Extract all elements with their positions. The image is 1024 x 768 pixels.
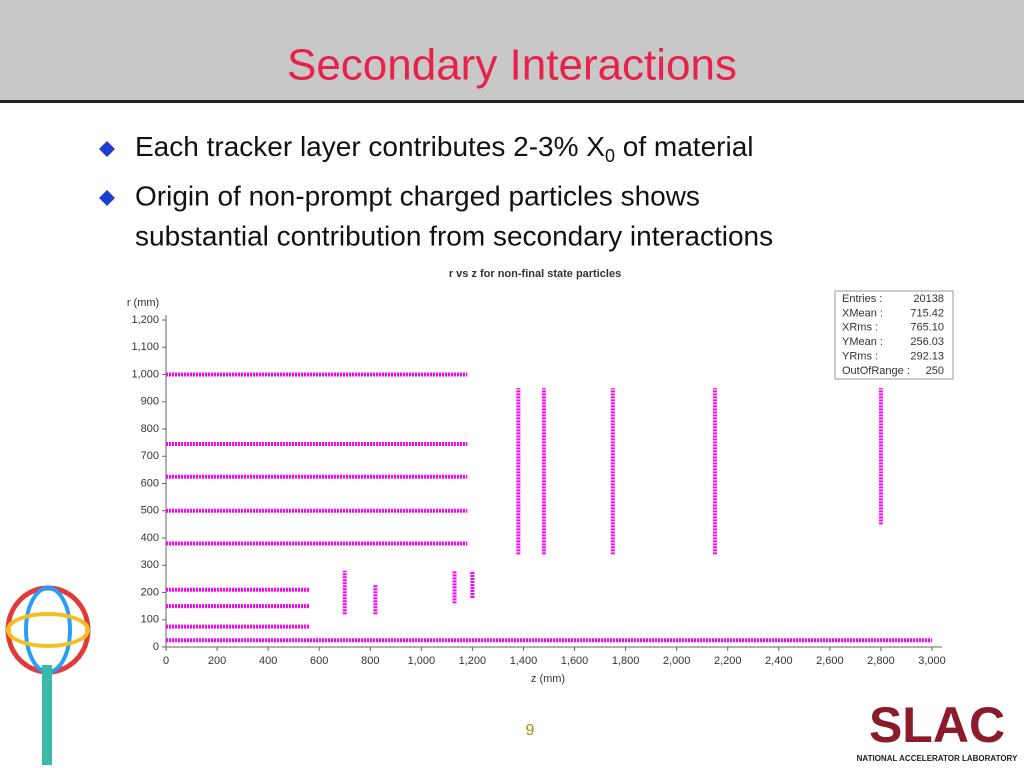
stat-name: YRms : bbox=[842, 351, 878, 363]
bullet: Origin of non-prompt charged particles s… bbox=[135, 180, 700, 211]
bullet: Each tracker layer contributes 2-3% X0 o… bbox=[135, 131, 754, 165]
y-tick-label: 100 bbox=[141, 614, 159, 626]
y-tick-label: 900 bbox=[141, 396, 159, 408]
y-tick-label: 0 bbox=[153, 641, 159, 653]
x-tick-label: 1,800 bbox=[612, 655, 640, 667]
y-tick-label: 1,100 bbox=[131, 341, 159, 353]
bullet: substantial contribution from secondary … bbox=[135, 220, 773, 251]
stat-value: 256.03 bbox=[910, 336, 944, 348]
stat-name: XMean : bbox=[842, 307, 883, 319]
stat-value: 250 bbox=[926, 365, 944, 377]
y-tick-label: 600 bbox=[141, 477, 159, 489]
stat-name: Entries : bbox=[842, 293, 882, 305]
plot: 0 100 200 300 400 500 600 700 800 900 1,000 1,100 1,… bbox=[131, 314, 945, 667]
y-axis-label: r (mm) bbox=[127, 297, 159, 309]
x-tick-label: 3,000 bbox=[918, 655, 946, 667]
x-tick-label: 2,800 bbox=[867, 655, 895, 667]
logo-subtitle: NATIONAL ACCELERATOR LABORATORY bbox=[857, 754, 1018, 763]
x-tick-label: 600 bbox=[310, 655, 328, 667]
x-tick-label: 2,400 bbox=[765, 655, 793, 667]
page-number: 9 bbox=[526, 722, 535, 739]
x-tick-label: 1,000 bbox=[408, 655, 436, 667]
y-tick-label: 500 bbox=[141, 505, 159, 517]
x-tick-label: 2,200 bbox=[714, 655, 742, 667]
bullet-icon bbox=[99, 141, 115, 157]
stats: Entries : 20138 XMean : 715.42 XRms : 765.10 Y… bbox=[842, 293, 944, 377]
stat-value: 20138 bbox=[913, 293, 944, 305]
x-axis-label: z (mm) bbox=[531, 673, 565, 685]
stat-name: OutOfRange : bbox=[842, 365, 910, 377]
chart-title: r vs z for non-final state particles bbox=[449, 268, 621, 280]
slide-title: Secondary Interactions bbox=[287, 41, 737, 90]
x-tick-label: 1,400 bbox=[510, 655, 538, 667]
y-tick-label: 1,000 bbox=[131, 368, 159, 380]
y-tick-label: 1,200 bbox=[131, 314, 159, 326]
stat-value: 292.13 bbox=[910, 351, 944, 363]
stat-value: 715.42 bbox=[910, 307, 944, 319]
y-tick-label: 700 bbox=[141, 450, 159, 462]
title-band bbox=[0, 0, 1024, 101]
y-tick-label: 200 bbox=[141, 586, 159, 598]
x-tick-label: 2,600 bbox=[816, 655, 844, 667]
atlas-logo bbox=[5, 585, 91, 765]
stat-value: 765.10 bbox=[910, 322, 944, 334]
x-tick-label: 0 bbox=[163, 655, 169, 667]
stat-name: XRms : bbox=[842, 322, 878, 334]
bullet-icon bbox=[99, 190, 115, 206]
stat-name: YMean : bbox=[842, 336, 883, 348]
title-rule bbox=[0, 100, 1024, 103]
y-tick-label: 300 bbox=[141, 559, 159, 571]
x-tick-label: 1,600 bbox=[561, 655, 589, 667]
logo-name: SLAC bbox=[869, 697, 1005, 753]
y-tick-label: 800 bbox=[141, 423, 159, 435]
y-tick-label: 400 bbox=[141, 532, 159, 544]
x-tick-label: 200 bbox=[208, 655, 226, 667]
x-tick-label: 400 bbox=[259, 655, 277, 667]
x-tick-label: 800 bbox=[361, 655, 379, 667]
x-tick-label: 2,000 bbox=[663, 655, 691, 667]
stats-box bbox=[834, 290, 954, 380]
x-tick-label: 1,200 bbox=[459, 655, 487, 667]
